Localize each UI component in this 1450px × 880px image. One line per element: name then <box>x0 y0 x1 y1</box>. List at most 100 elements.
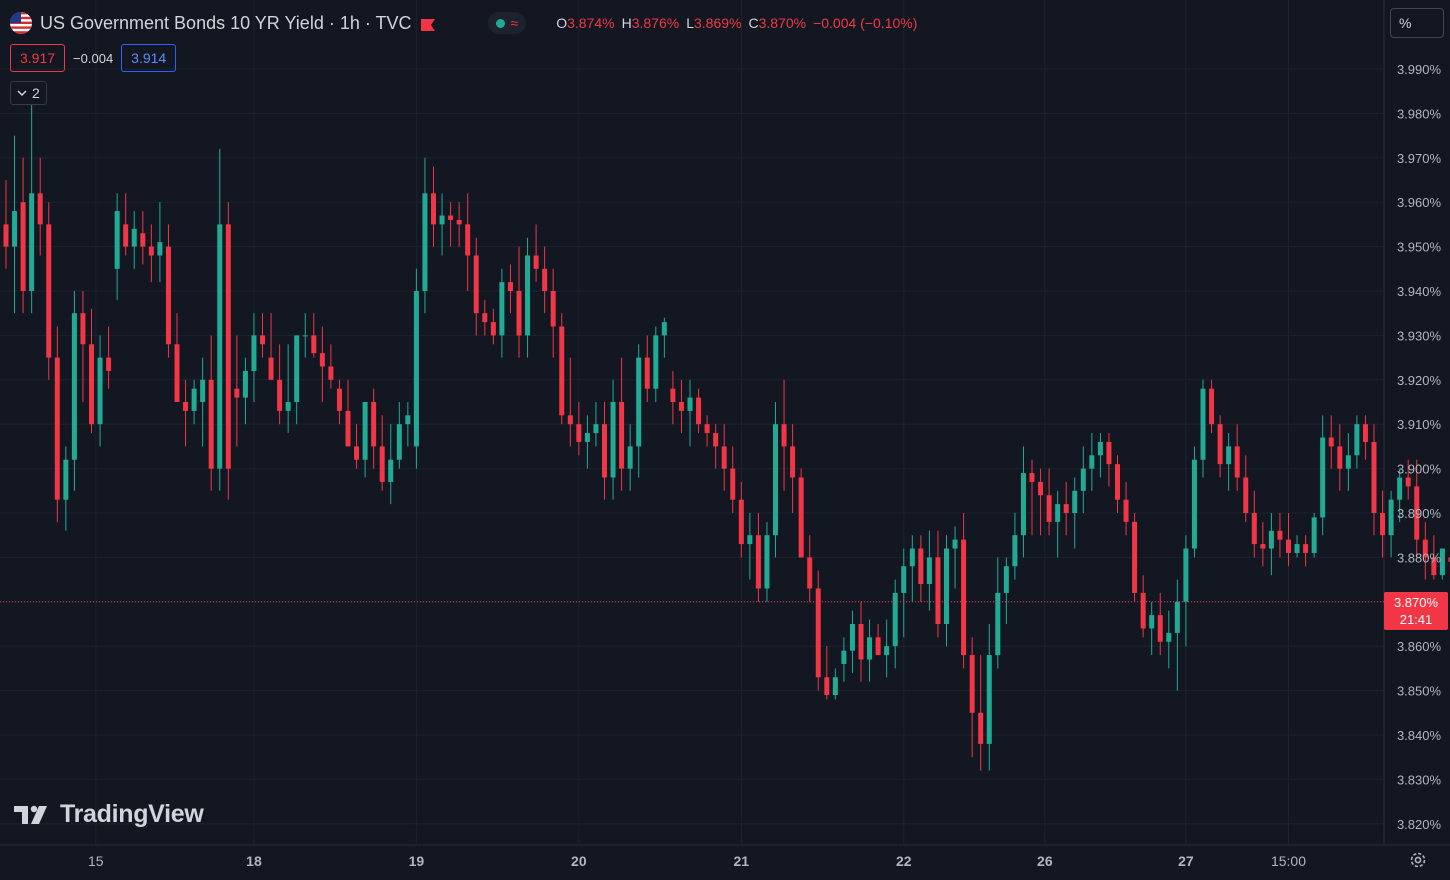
candle <box>1431 535 1437 580</box>
candle <box>1080 446 1086 513</box>
candle <box>1354 415 1360 469</box>
candle-body <box>961 539 967 656</box>
time-axis[interactable]: 15 18 19 20 21 22 26 27 15:00 <box>88 853 1306 869</box>
candle <box>80 291 86 402</box>
candle-body <box>174 344 180 402</box>
candle <box>379 415 385 491</box>
candle <box>225 202 231 500</box>
candle <box>234 335 240 447</box>
candle <box>1132 513 1138 602</box>
candle-body <box>1106 441 1112 465</box>
candle <box>1106 433 1112 487</box>
candle-body <box>1414 486 1420 540</box>
candle-body <box>114 211 120 269</box>
candle-body <box>841 650 847 664</box>
candle-body <box>713 433 719 447</box>
candle-body <box>1337 446 1343 469</box>
y-tick-label: 3.980% <box>1397 106 1442 121</box>
candle-body <box>89 344 94 425</box>
candle-body <box>37 193 43 225</box>
flag-icon[interactable] <box>420 16 436 31</box>
candle <box>764 521 770 602</box>
candle <box>610 379 616 500</box>
buy-price-button[interactable]: 3.914 <box>121 44 177 72</box>
candle-body <box>1345 455 1351 469</box>
candle <box>473 237 479 336</box>
indicators-toggle-button[interactable]: 2 <box>10 81 47 105</box>
sell-price-button[interactable]: 3.917 <box>10 44 66 72</box>
candle <box>422 157 428 314</box>
candle-body <box>183 402 189 411</box>
candle <box>1303 535 1309 567</box>
candle <box>1226 433 1232 491</box>
candle <box>311 313 317 358</box>
candle-body <box>773 424 778 536</box>
candle <box>388 424 394 505</box>
low-label: L <box>686 15 694 31</box>
candle <box>165 224 171 358</box>
percent-scale-button[interactable]: % <box>1390 8 1444 38</box>
candle-body <box>644 357 650 389</box>
candle <box>755 513 761 602</box>
candle <box>482 299 488 336</box>
candle-body <box>755 535 761 589</box>
candle <box>465 193 471 291</box>
candle-body <box>1140 592 1146 629</box>
candle-body <box>559 326 565 416</box>
candle <box>713 424 719 469</box>
candle <box>1371 424 1377 536</box>
candle-body <box>1362 424 1368 442</box>
candle <box>319 326 325 402</box>
candle-body <box>619 402 625 469</box>
gear-icon[interactable] <box>1408 850 1428 870</box>
candle-body <box>1115 464 1120 500</box>
candle-body <box>1157 615 1163 642</box>
candle <box>1123 481 1129 536</box>
price-axis[interactable]: 3.820%3.830%3.840%3.850%3.860%3.870%3.88… <box>1397 62 1442 832</box>
candle <box>285 344 291 434</box>
candle-body <box>482 313 488 323</box>
candle <box>892 579 898 669</box>
candle <box>183 379 189 447</box>
candle <box>1294 535 1300 558</box>
candle <box>1029 459 1035 536</box>
candle-body <box>311 335 317 354</box>
candle <box>661 317 667 358</box>
candle <box>567 357 573 447</box>
candle-body <box>1294 544 1300 553</box>
candle-body <box>935 557 941 624</box>
candle-body <box>345 410 351 447</box>
candle <box>1174 579 1180 691</box>
candle <box>961 513 967 669</box>
indicators-count: 2 <box>32 85 40 101</box>
y-tick-label: 3.930% <box>1397 328 1442 343</box>
candle <box>1422 521 1428 580</box>
candle-body <box>901 566 907 593</box>
candle <box>439 193 445 256</box>
candle-body <box>576 424 582 442</box>
candle-body <box>354 446 360 460</box>
candle <box>832 668 838 700</box>
candle-body <box>1268 530 1274 549</box>
y-tick-label: 3.840% <box>1397 728 1442 743</box>
candle <box>1362 415 1368 460</box>
y-tick-label: 3.940% <box>1397 284 1442 299</box>
candle <box>678 379 684 434</box>
candle <box>490 308 496 345</box>
y-tick-label: 3.970% <box>1397 151 1442 166</box>
candle-body <box>405 415 411 425</box>
candle-body <box>678 402 684 411</box>
candle <box>251 313 257 402</box>
candle <box>1183 535 1189 647</box>
candle <box>1268 513 1274 576</box>
candle-body <box>336 388 342 411</box>
close-value: 3.870% <box>758 15 807 31</box>
candle <box>448 202 454 247</box>
candle <box>1439 548 1445 580</box>
symbol-title[interactable]: US Government Bonds 10 YR Yield · 1h · T… <box>40 12 412 33</box>
candle-body <box>670 388 676 402</box>
candle-body <box>807 557 813 589</box>
market-status-pill[interactable]: ≈ <box>487 12 527 34</box>
candle-body <box>653 335 659 389</box>
